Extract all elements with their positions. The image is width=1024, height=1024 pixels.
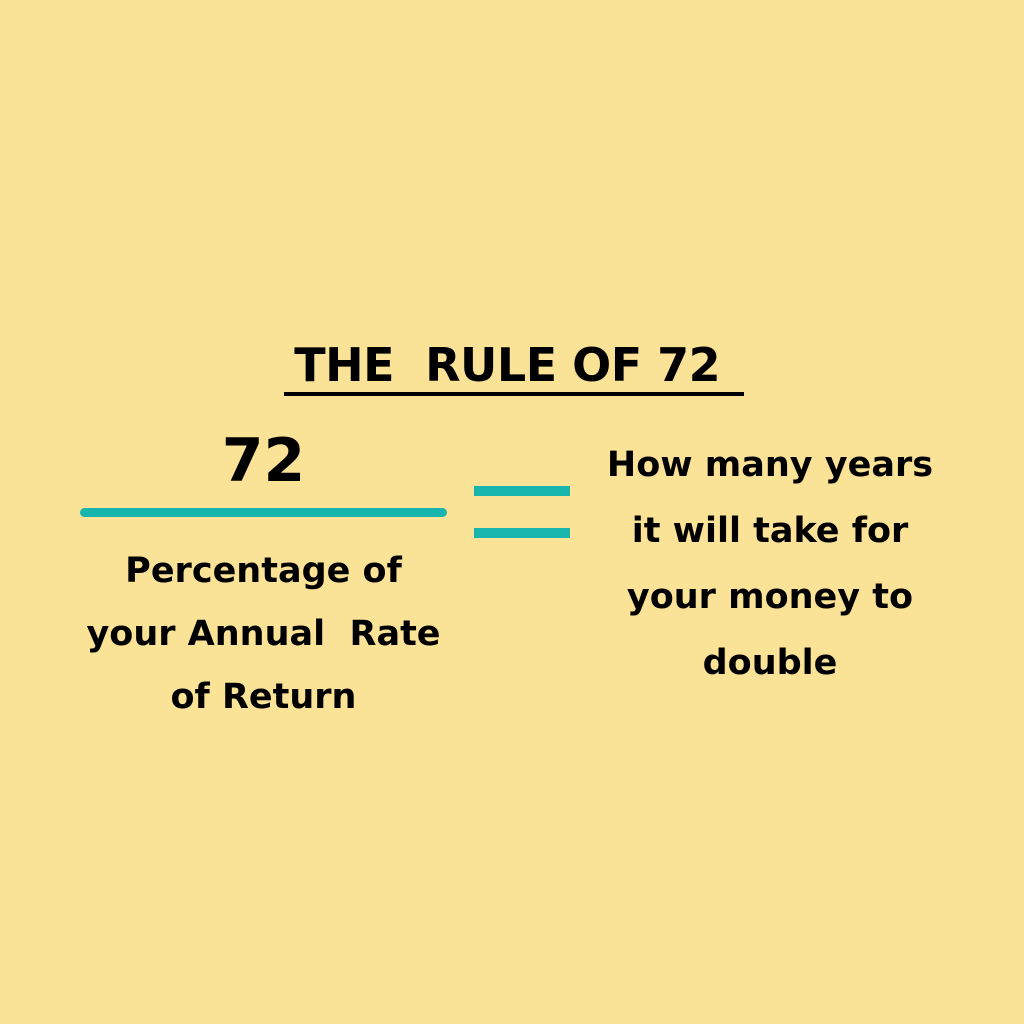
title: THE RULE OF 72 — [294, 338, 736, 392]
denominator: Percentage of your Annual Rate of Return — [86, 551, 441, 717]
result-text: How many years it will take for your mon… — [580, 432, 960, 696]
fraction-bar — [80, 508, 447, 517]
equals-sign-bottom-bar — [474, 528, 570, 538]
title-underline — [284, 392, 744, 396]
equals-sign-top-bar — [474, 486, 570, 496]
numerator: 72 — [221, 426, 306, 496]
result-line: How many years — [606, 445, 934, 485]
result-line: it will take for — [631, 511, 909, 551]
result-line: double — [702, 643, 838, 683]
result-line: your money to — [626, 577, 914, 617]
